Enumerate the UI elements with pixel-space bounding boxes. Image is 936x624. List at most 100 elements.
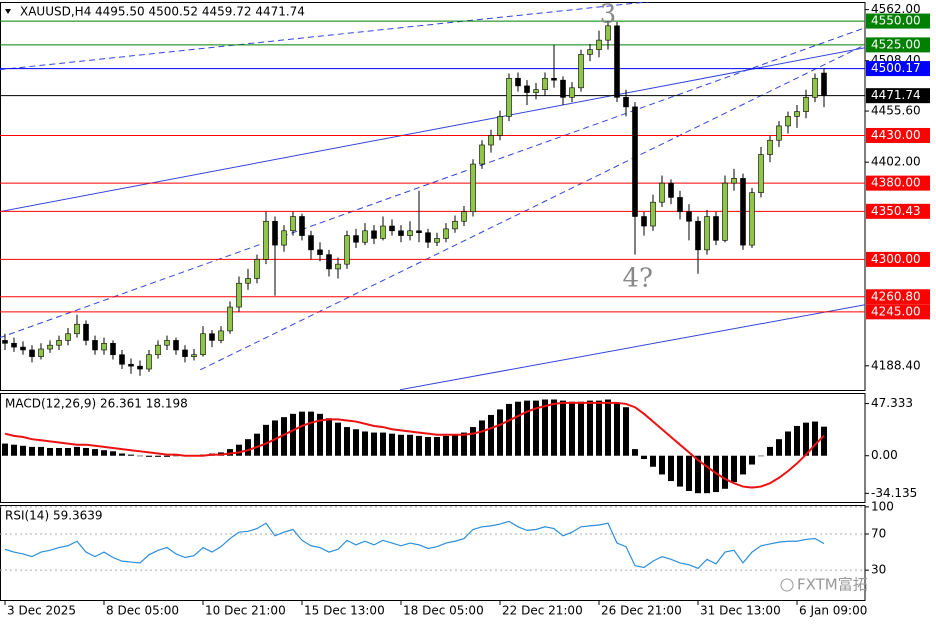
candle-body <box>623 97 629 108</box>
candle-body <box>191 354 197 357</box>
macd-bar <box>308 411 314 456</box>
symbol-icon <box>5 9 11 14</box>
candle-body <box>668 182 674 198</box>
macd-bar <box>164 455 170 457</box>
macd-bar <box>767 446 773 456</box>
macd-bar <box>362 431 368 456</box>
macd-bar <box>668 455 674 482</box>
candle-body <box>263 220 269 260</box>
macd-bar <box>38 446 44 456</box>
macd-bar <box>821 426 827 456</box>
macd-bar <box>722 455 728 489</box>
candle-body <box>794 111 800 117</box>
candle-body <box>101 342 107 351</box>
candle-body <box>2 340 8 344</box>
macd-bar <box>524 400 530 456</box>
macd-bar <box>29 446 35 456</box>
price-pane <box>0 2 866 391</box>
macd-bar <box>515 401 521 456</box>
candle-body <box>416 230 422 234</box>
macd-bar <box>488 414 494 456</box>
level-label-bg <box>866 203 930 219</box>
macd-bar <box>236 444 242 456</box>
macd-pane <box>0 393 866 503</box>
candle-body <box>398 230 404 236</box>
level-label: 4350.43 <box>871 204 921 218</box>
macd-bar <box>101 450 107 456</box>
macd-bar <box>677 455 683 487</box>
level-label-bg <box>866 251 930 267</box>
macd-bar <box>92 449 98 456</box>
candle-body <box>749 192 755 246</box>
candle-body <box>128 363 134 367</box>
macd-bar <box>299 411 305 456</box>
wave-label: 3 <box>600 0 617 29</box>
watermark-icon <box>780 578 794 592</box>
macd-bar <box>263 424 269 456</box>
candle-body <box>218 330 224 341</box>
level-label: 4525.00 <box>871 37 921 51</box>
level-label: 4245.00 <box>871 304 921 318</box>
watermark: FXTM富拓 <box>797 576 868 594</box>
macd-bar <box>380 432 386 456</box>
candle-body <box>11 342 17 348</box>
candle-body <box>83 323 89 341</box>
candle-body <box>353 235 359 243</box>
macd-bar <box>794 425 800 456</box>
candle-body <box>290 216 296 232</box>
x-tick-label: 10 Dec 21:00 <box>205 604 286 618</box>
macd-bar <box>740 455 746 475</box>
macd-bar <box>407 434 413 456</box>
candle-body <box>227 306 233 332</box>
macd-bar <box>533 400 539 456</box>
macd-bar <box>173 455 179 457</box>
candle-body <box>812 77 818 98</box>
level-label-bg <box>866 13 930 29</box>
macd-bar <box>785 431 791 456</box>
candle-body <box>569 87 575 98</box>
candle-body <box>803 97 809 112</box>
macd-bar <box>110 451 116 456</box>
candle-body <box>695 220 701 251</box>
candle-body <box>821 72 827 96</box>
level-label-bg <box>866 88 930 104</box>
macd-bar <box>371 432 377 456</box>
candle-body <box>407 230 413 236</box>
macd-bar <box>389 433 395 456</box>
ohlc-label: 4495.50 4500.52 4459.72 4471.74 <box>95 5 305 19</box>
candle-body <box>65 333 71 341</box>
candle-body <box>38 348 44 357</box>
macd-bar <box>83 448 89 456</box>
candle-body <box>362 230 368 243</box>
level-label: 4260.80 <box>871 289 921 303</box>
candle-body <box>335 263 341 270</box>
level-label: 4471.74 <box>871 88 921 102</box>
x-tick-label: 31 Dec 13:00 <box>700 604 781 618</box>
macd-bar <box>317 413 323 456</box>
macd-bar <box>569 401 575 456</box>
candle-body <box>470 163 476 213</box>
macd-bar <box>686 455 692 491</box>
x-tick-label: 18 Dec 05:00 <box>403 604 484 618</box>
macd-bar <box>137 455 143 457</box>
macd-bar <box>227 449 233 456</box>
candle-body <box>56 340 62 346</box>
candle-body <box>659 182 665 203</box>
macd-bar <box>245 439 251 456</box>
candle-body <box>704 216 710 251</box>
level-label: 4380.00 <box>871 176 921 190</box>
y-tick-label: 70 <box>871 527 886 541</box>
y-tick-label: 4188.40 <box>871 358 921 372</box>
level-label-bg <box>866 289 930 305</box>
candle-body <box>299 216 305 236</box>
macd-bar <box>632 449 638 456</box>
candle-body <box>326 254 332 270</box>
macd-bar <box>776 439 782 456</box>
candle-body <box>29 349 35 357</box>
candle-body <box>479 144 485 165</box>
candle-body <box>731 178 737 184</box>
level-label-bg <box>866 37 930 53</box>
x-tick-label: 22 Dec 21:00 <box>502 604 583 618</box>
candle-body <box>308 235 314 251</box>
